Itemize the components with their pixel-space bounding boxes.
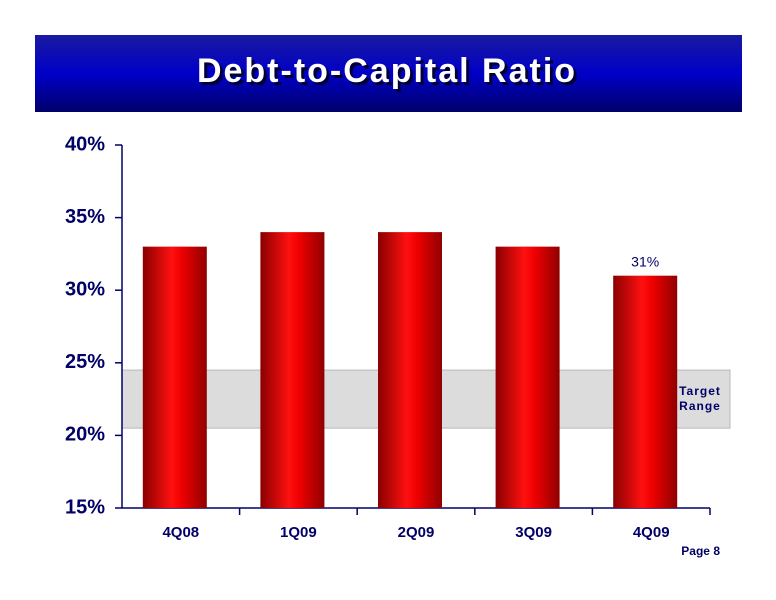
y-tick-label: 30%: [65, 278, 105, 300]
y-tick-label: 40%: [65, 133, 105, 155]
y-tick-label: 35%: [65, 206, 105, 228]
bar: [260, 232, 325, 508]
title-shadow: Debt-to-Capital Ratio: [200, 55, 580, 93]
page-number: Page 8: [681, 544, 720, 558]
x-tick-label: 1Q09: [280, 524, 317, 541]
bar: [142, 246, 207, 508]
bar: [378, 232, 442, 508]
y-tick-label: 25%: [65, 351, 105, 373]
x-tick-label: 2Q09: [398, 524, 435, 541]
title-banner: [35, 35, 742, 112]
y-tick-label: 20%: [65, 424, 105, 446]
chart-title: Debt-to-Capital Ratio: [197, 52, 577, 90]
x-tick-label: 4Q08: [162, 524, 199, 541]
target-range-label: Target: [679, 384, 721, 398]
x-tick-label: 3Q09: [515, 524, 552, 541]
target-range-label: Range: [679, 399, 721, 413]
y-tick-label: 15%: [65, 496, 105, 518]
bar: [495, 246, 560, 508]
x-tick-label: 4Q09: [633, 524, 670, 541]
bar: [613, 275, 678, 508]
value-label: 31%: [631, 253, 659, 269]
